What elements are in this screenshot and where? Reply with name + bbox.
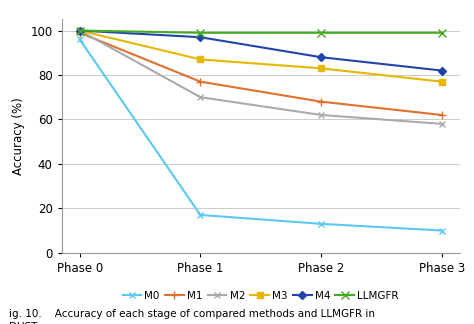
M1 <box>77 31 82 35</box>
Y-axis label: Accuracy (%): Accuracy (%) <box>12 97 25 175</box>
M1 <box>318 100 324 104</box>
Line: M0: M0 <box>76 36 445 234</box>
M0 <box>77 38 82 41</box>
M2 <box>198 95 203 99</box>
Legend: M0, M1, M2, M3, M4, LLMGFR: M0, M1, M2, M3, M4, LLMGFR <box>123 291 399 301</box>
LLMGFR <box>77 29 82 32</box>
M4 <box>318 55 324 59</box>
M3 <box>77 29 82 32</box>
Line: LLMGFR: LLMGFR <box>75 26 446 37</box>
Line: M2: M2 <box>76 27 445 127</box>
M0 <box>198 213 203 217</box>
Text: ig. 10.    Accuracy of each stage of compared methods and LLMGFR in: ig. 10. Accuracy of each stage of compar… <box>9 309 375 319</box>
M2 <box>439 122 445 126</box>
Line: M1: M1 <box>75 29 446 119</box>
LLMGFR <box>318 31 324 35</box>
Line: M4: M4 <box>77 28 445 73</box>
M2 <box>77 29 82 32</box>
M1 <box>198 80 203 84</box>
M4 <box>77 29 82 32</box>
M0 <box>318 222 324 226</box>
LLMGFR <box>439 31 445 35</box>
M3 <box>198 57 203 61</box>
M0 <box>439 228 445 232</box>
Line: M3: M3 <box>76 27 445 85</box>
M3 <box>318 66 324 70</box>
M3 <box>439 80 445 84</box>
M4 <box>439 69 445 73</box>
LLMGFR <box>198 31 203 35</box>
Text: DUST: DUST <box>9 322 38 324</box>
M2 <box>318 113 324 117</box>
M1 <box>439 113 445 117</box>
M4 <box>198 35 203 39</box>
